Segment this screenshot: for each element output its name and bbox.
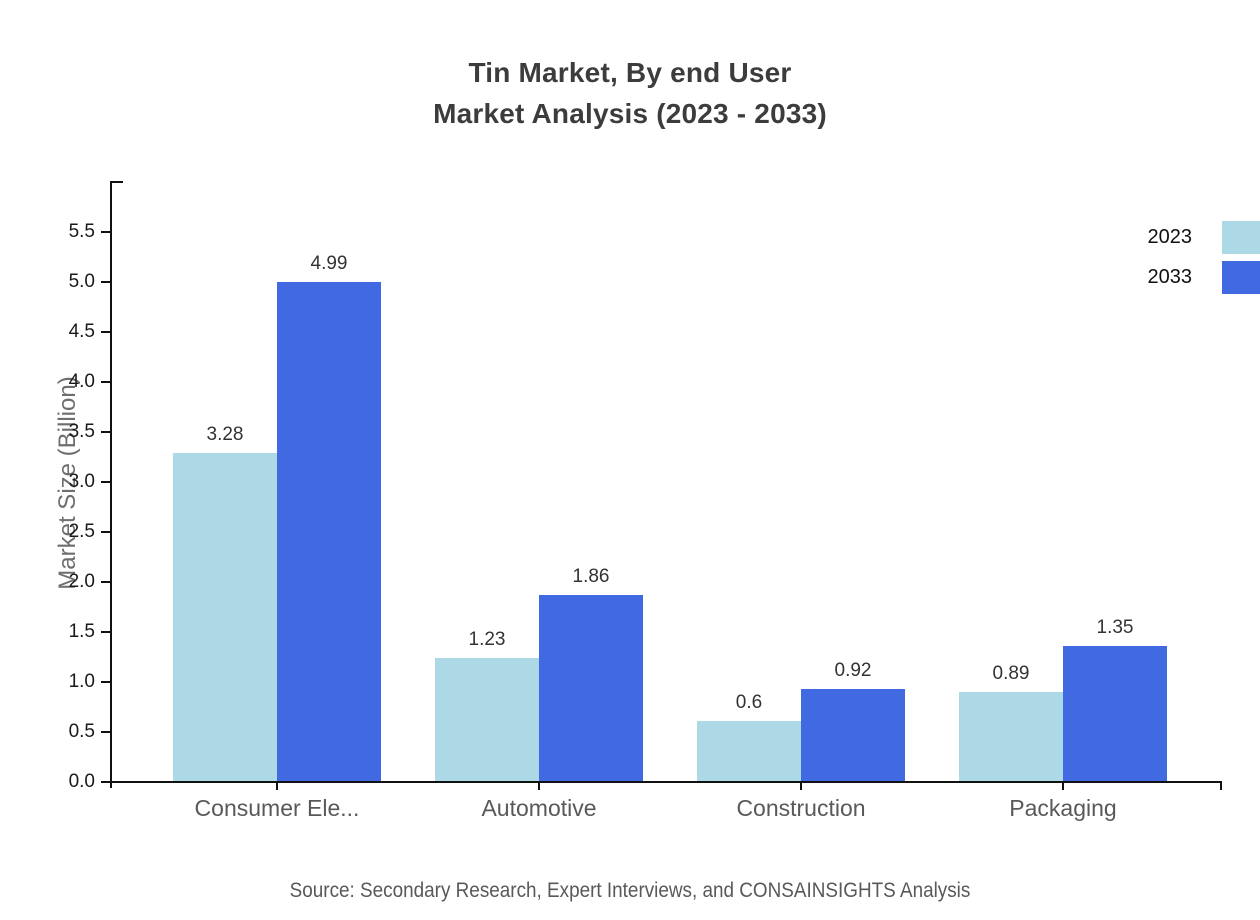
y-tick	[101, 431, 110, 433]
y-axis-top-cap	[110, 181, 123, 183]
value-label: 0.6	[735, 692, 763, 713]
y-tick	[101, 281, 110, 283]
x-category-label: Construction	[736, 795, 866, 821]
y-tick-label: 0.0	[68, 771, 95, 792]
y-tick-label: 4.0	[68, 371, 95, 392]
x-tick	[276, 781, 278, 790]
y-tick-label: 0.5	[68, 721, 95, 742]
legend-label-2023: 2023	[1147, 226, 1193, 248]
value-label: 0.92	[834, 660, 872, 681]
y-tick	[101, 331, 110, 333]
y-tick	[101, 231, 110, 233]
y-tick-label: 3.0	[68, 471, 95, 492]
y-tick-label: 2.5	[68, 521, 95, 542]
y-tick	[101, 481, 110, 483]
y-tick-label: 3.5	[68, 421, 95, 442]
bar-2023	[959, 692, 1063, 781]
bar-2023	[697, 721, 801, 781]
y-tick	[101, 731, 110, 733]
value-label: 1.35	[1096, 617, 1134, 638]
x-tick	[538, 781, 540, 790]
y-tick	[101, 381, 110, 383]
x-category-label: Consumer Ele...	[194, 795, 360, 821]
chart-title-line2: Market Analysis (2023 - 2033)	[433, 98, 827, 129]
y-tick-label: 4.5	[68, 321, 95, 342]
y-tick	[101, 781, 110, 783]
y-axis-line	[110, 181, 112, 788]
value-label: 0.89	[992, 663, 1030, 684]
x-axis-end-tick	[1220, 781, 1222, 790]
x-tick	[800, 781, 802, 790]
y-tick-label: 1.0	[68, 671, 95, 692]
chart-title: Tin Market, By end User Market Analysis …	[0, 52, 1260, 134]
y-tick	[101, 631, 110, 633]
y-tick-label: 5.0	[68, 271, 95, 292]
bar-2033	[277, 282, 381, 781]
legend-swatch-2033	[1222, 261, 1260, 294]
y-tick	[101, 681, 110, 683]
x-tick	[1062, 781, 1064, 790]
legend: 2023 2033	[1148, 221, 1260, 294]
y-tick-label: 1.5	[68, 621, 95, 642]
y-tick	[101, 581, 110, 583]
y-tick-label: 2.0	[68, 571, 95, 592]
source-note: Source: Secondary Research, Expert Inter…	[289, 879, 971, 902]
x-category-label: Packaging	[1009, 795, 1117, 821]
value-label: 1.23	[468, 629, 506, 650]
bar-2033	[539, 595, 643, 781]
legend-swatch-2023	[1222, 221, 1260, 254]
bar-2033	[1063, 646, 1167, 781]
bar-2023	[173, 453, 277, 781]
y-tick-label: 5.5	[68, 221, 95, 242]
chart-title-line1: Tin Market, By end User	[468, 57, 792, 88]
bar-2033	[801, 689, 905, 781]
x-axis-line	[110, 781, 1222, 783]
legend-item-2033: 2033	[1148, 261, 1260, 294]
y-tick	[101, 531, 110, 533]
value-label: 4.99	[310, 253, 348, 274]
value-label: 3.28	[206, 424, 244, 445]
x-category-label: Automotive	[481, 795, 597, 821]
legend-label-2033: 2033	[1147, 266, 1193, 288]
legend-item-2023: 2023	[1148, 221, 1260, 254]
value-label: 1.86	[572, 566, 610, 587]
bar-2023	[435, 658, 539, 781]
